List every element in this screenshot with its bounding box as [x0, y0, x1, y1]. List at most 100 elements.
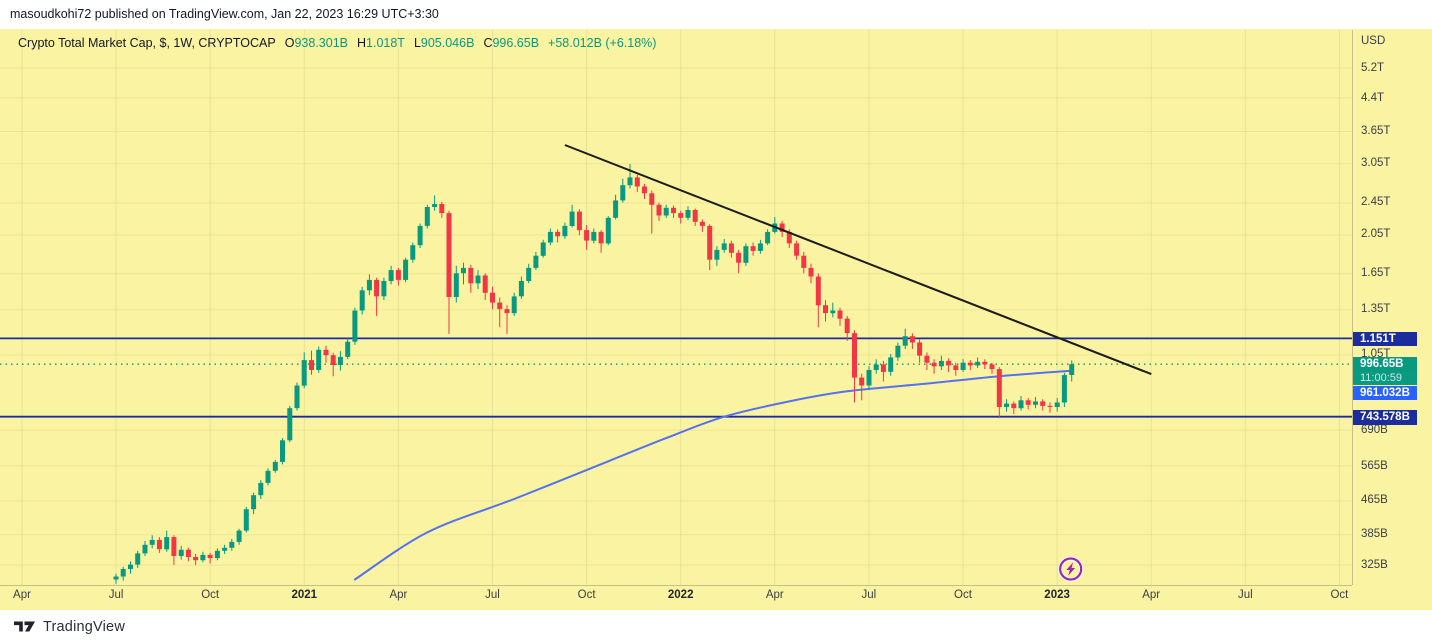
support-price-badge: 743.578B	[1353, 409, 1417, 425]
currency-label: USD	[1361, 35, 1386, 47]
candle	[1047, 402, 1053, 413]
candle	[272, 460, 278, 473]
footer-bar: TradingView	[0, 610, 1432, 644]
time-axis-label: Jul	[861, 589, 877, 601]
price-axis-separator	[1352, 30, 1353, 585]
candle	[902, 328, 908, 349]
candle	[736, 249, 742, 274]
candle	[830, 302, 836, 318]
candle	[490, 286, 495, 310]
tradingview-brand-link[interactable]: TradingView	[14, 618, 125, 635]
candle	[171, 535, 177, 566]
candle	[374, 277, 380, 316]
time-axis-label: Oct	[201, 589, 220, 601]
candle	[540, 239, 546, 258]
publish-info-text: masoudkohi72 published on TradingView.co…	[10, 7, 439, 21]
candle	[135, 550, 141, 568]
candle	[808, 263, 814, 284]
candle	[482, 273, 488, 301]
chart-canvas[interactable]	[0, 30, 1432, 610]
candle	[1054, 398, 1060, 412]
time-axis-label: Apr	[13, 589, 31, 601]
candle	[142, 540, 148, 556]
time-axis-year-label: 2021	[291, 589, 318, 601]
time-axis-label: Jul	[485, 589, 500, 601]
candle	[852, 330, 857, 403]
candle	[663, 204, 669, 218]
candle	[757, 239, 763, 254]
price-tick-label: 565B	[1361, 459, 1388, 472]
candle	[598, 230, 604, 253]
candle	[149, 535, 155, 549]
candle	[794, 240, 800, 260]
time-axis-year-label: 2023	[1044, 589, 1070, 601]
candle	[909, 333, 915, 349]
candle	[1069, 360, 1075, 382]
candle	[424, 204, 430, 229]
candle	[439, 201, 445, 218]
candle	[859, 373, 865, 401]
candle	[287, 405, 293, 443]
candle	[446, 210, 452, 334]
candle	[395, 267, 401, 286]
price-tick-label: 690B	[1361, 423, 1388, 436]
candle	[337, 351, 343, 371]
candle	[1011, 401, 1017, 414]
candle	[229, 539, 235, 551]
candle	[309, 350, 314, 375]
candle	[1025, 398, 1031, 410]
candle	[605, 216, 611, 246]
candle	[866, 366, 872, 390]
ma-line	[353, 369, 1073, 581]
price-tick-label: 1.35T	[1361, 303, 1391, 316]
time-axis-label: Oct	[577, 589, 596, 601]
change-value: +58.012B (+6.18%)	[548, 36, 657, 50]
candle	[243, 506, 249, 533]
last-price-badge: 996.65B	[1353, 357, 1417, 372]
candle	[185, 547, 191, 562]
candle	[917, 339, 923, 363]
time-axis-label: Jul	[1237, 589, 1253, 601]
candle	[526, 263, 532, 284]
candle	[692, 208, 698, 226]
candle	[989, 362, 995, 374]
candle	[251, 492, 257, 515]
candle	[873, 359, 879, 374]
time-axis-separator	[0, 585, 1352, 586]
time-axis-label: Apr	[389, 589, 408, 601]
price-tick-label: 465B	[1361, 494, 1388, 507]
candle	[960, 359, 966, 372]
candle	[200, 551, 206, 563]
candle	[381, 277, 387, 301]
open-label: O	[284, 36, 295, 50]
candle	[359, 286, 365, 315]
candle	[837, 307, 843, 326]
candle	[931, 359, 937, 374]
grid-layer	[0, 30, 1352, 585]
time-axis[interactable]: Apr Jul Oct 2021 Apr Jul Oct 2022 Apr Jul Oct 2023 A…	[0, 586, 1352, 610]
candle	[511, 292, 517, 316]
close-value: 996.65B	[492, 36, 540, 50]
candle	[323, 345, 329, 363]
tradingview-brand-name: TradingView	[43, 618, 125, 635]
candle	[214, 548, 220, 561]
candle	[352, 307, 358, 345]
candle	[591, 228, 597, 244]
close-label: C	[483, 36, 493, 50]
price-tick-label: 4.4T	[1361, 91, 1385, 104]
candle	[316, 346, 322, 373]
candle	[301, 352, 307, 389]
candle	[743, 243, 749, 266]
price-tick-label: 325B	[1361, 558, 1388, 571]
time-axis-label: Apr	[765, 589, 784, 601]
candle	[432, 195, 438, 211]
time-axis-year-label: 2022	[667, 589, 694, 601]
price-axis[interactable]: USD 5.2T 4.4T 3.65T 3.05T 2.45T 2.05T 1.65T 1.3…	[1352, 30, 1432, 610]
candle	[547, 228, 553, 246]
trendline	[564, 144, 1152, 376]
open-value: 938.301B	[294, 36, 348, 50]
symbol-title: Crypto Total Market Cap, $, 1W, CRYPTOCA…	[18, 36, 276, 50]
candles-layer	[113, 164, 1075, 584]
candle	[475, 270, 481, 290]
candle	[844, 315, 850, 341]
